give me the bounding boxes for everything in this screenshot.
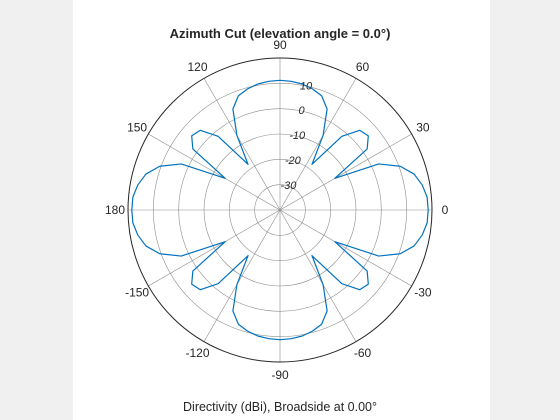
angle-tick-label: 60: [356, 60, 370, 74]
directivity-trace: [131, 79, 429, 341]
angle-tick-label: 150: [127, 121, 147, 135]
radial-tick-label: 10: [300, 80, 313, 92]
angle-tick-label: -60: [354, 346, 372, 360]
outer-ring: [127, 57, 433, 363]
x-axis-label: Directivity (dBi), Broadside at 0.00°: [183, 400, 377, 414]
angle-tick-label: -150: [125, 286, 149, 300]
radial-tick-label: -10: [289, 130, 306, 142]
trace-layer: [131, 79, 429, 341]
ring--30: [254, 184, 306, 236]
angle-tick-label: 90: [273, 38, 287, 52]
angle-tick-label: 180: [105, 203, 125, 217]
radial-tick-label: 0: [299, 105, 306, 117]
angle-tick-label: 120: [187, 60, 207, 74]
radial-tick-label: -30: [280, 180, 297, 192]
ring--20: [229, 159, 331, 261]
tick-labels: 0 30 60 90 120 150 180 -150 -120 -90 -60 -30 -30 -20 -…: [105, 38, 449, 382]
ring-10: [153, 83, 407, 337]
angle-tick-label: -30: [414, 286, 432, 300]
ring--10: [203, 133, 357, 287]
radial-tick-label: -20: [285, 155, 302, 167]
angle-tick-label: -90: [271, 368, 289, 382]
angle-tick-label: -120: [185, 346, 209, 360]
angle-tick-label: 0: [442, 203, 449, 217]
chart-title: Azimuth Cut (elevation angle = 0.0°): [170, 26, 391, 41]
ring-0: [178, 108, 382, 312]
angle-tick-label: 30: [416, 121, 430, 135]
polar-grid: [127, 57, 433, 363]
